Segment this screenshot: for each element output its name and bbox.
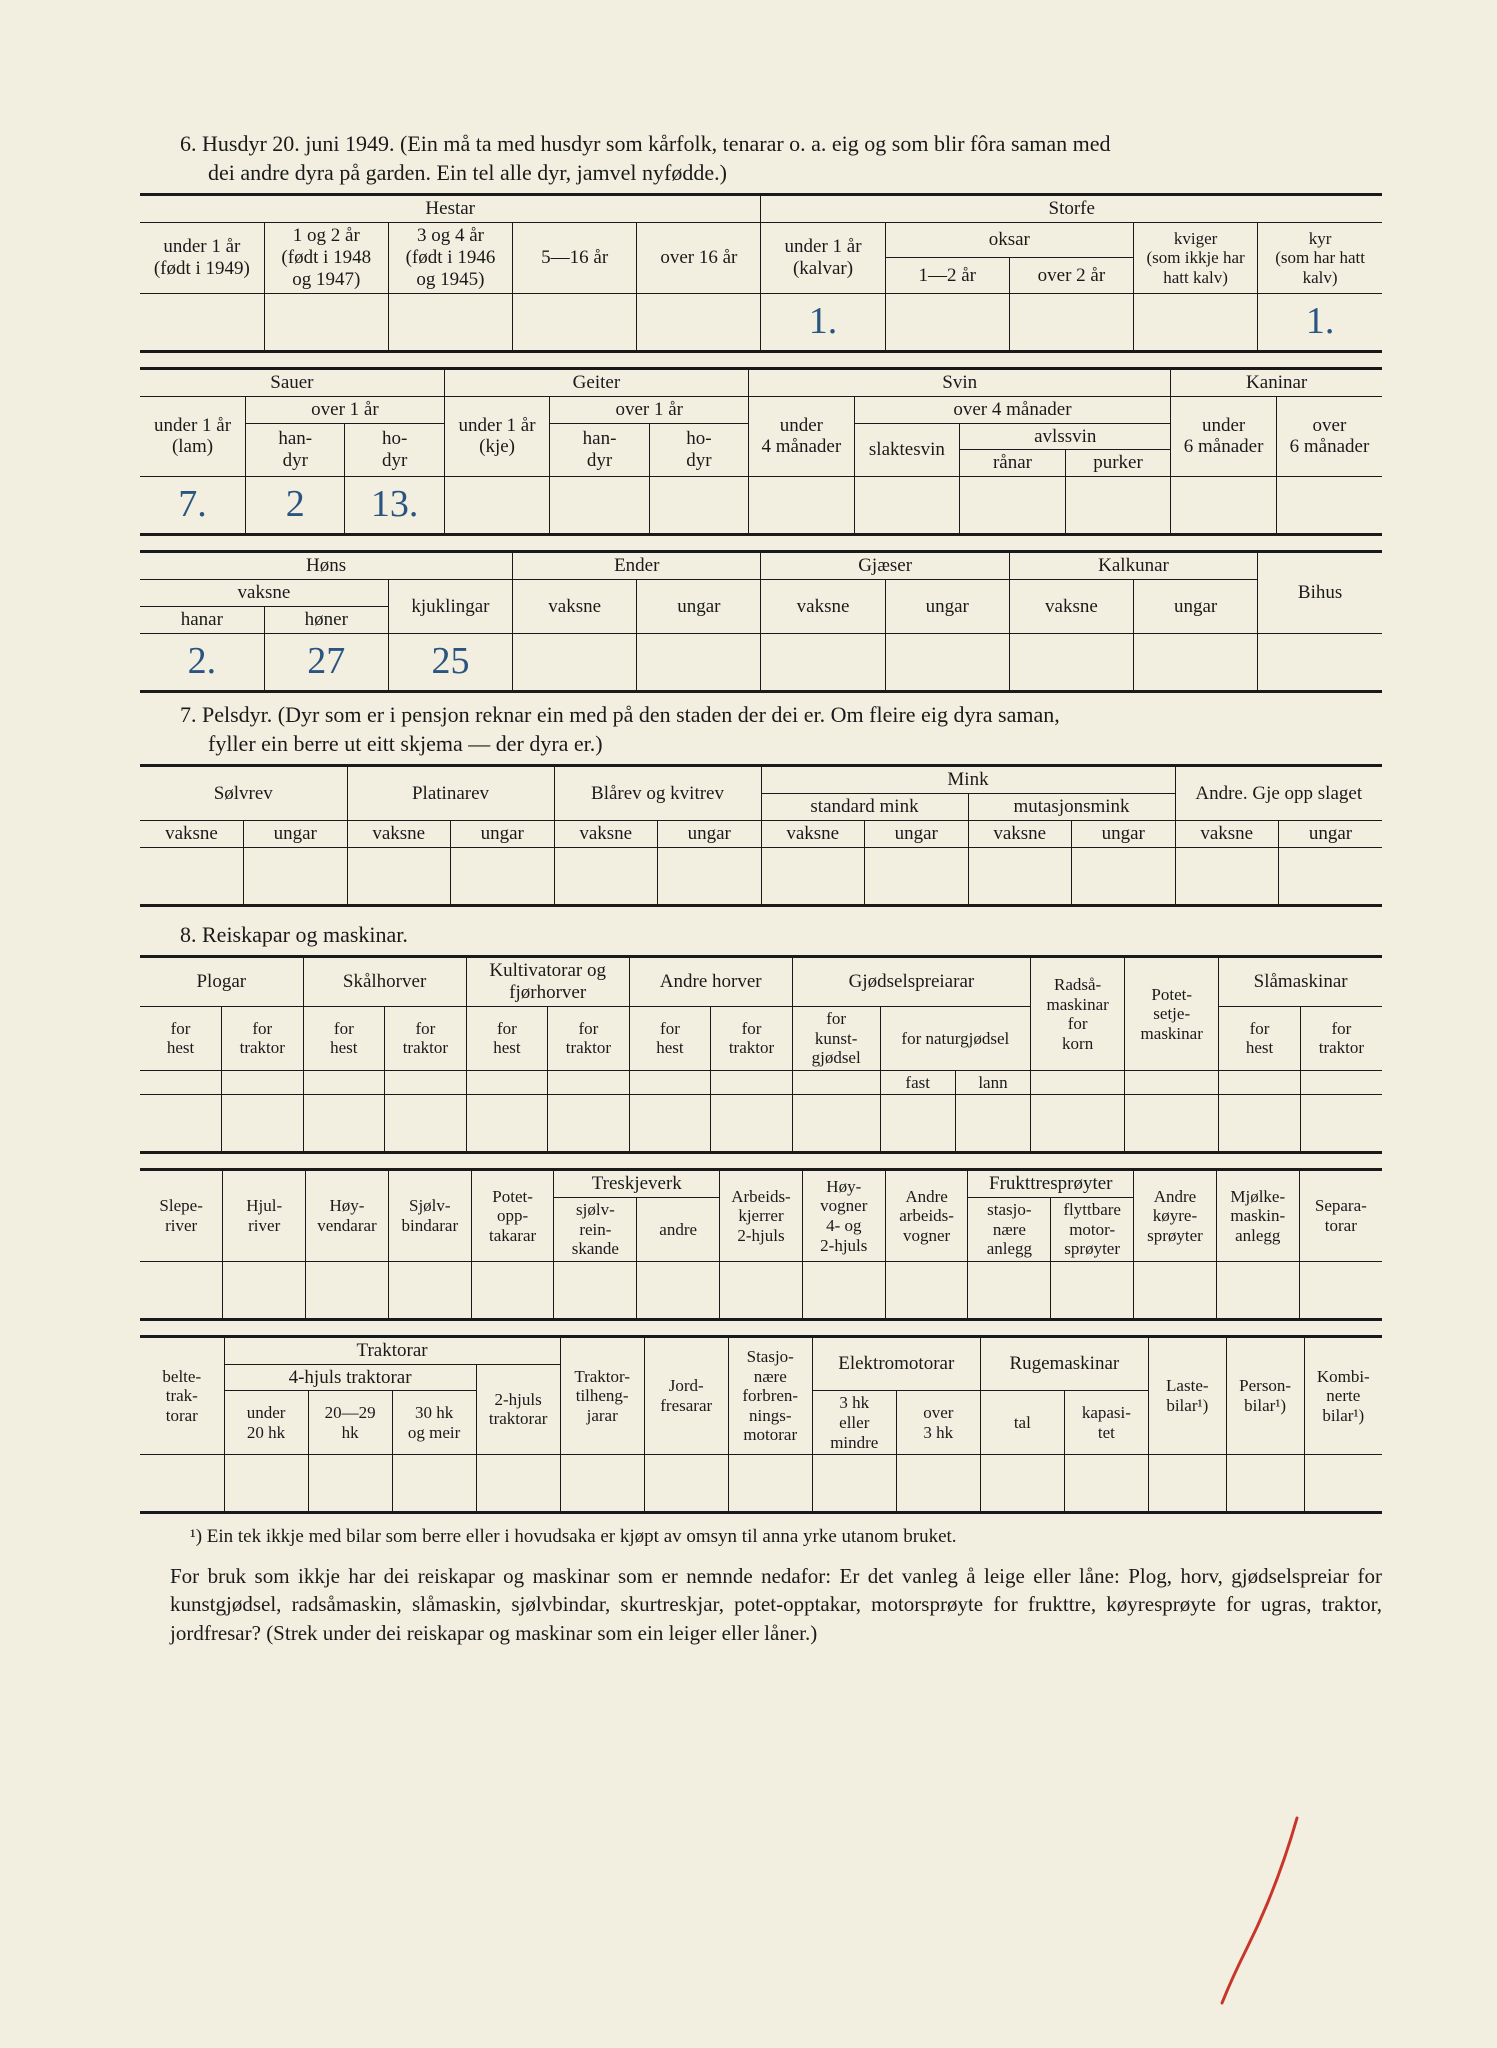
bottom-paragraph: For bruk som ikkje har dei reiskapar og … <box>170 1562 1382 1647</box>
section8-title: 8. Reiskapar og maskinar. <box>180 921 1382 950</box>
val-sau-han: 2 <box>246 477 345 535</box>
val-kyr: 1. <box>1258 293 1382 351</box>
table-sauer-geiter-svin-kaninar: Sauer Geiter Svin Kaninar under 1 år(lam… <box>140 367 1382 537</box>
val-kalvar: 1. <box>761 293 885 351</box>
table-hestar-storfe: Hestar Storfe under 1 år(født i 1949) 1 … <box>140 193 1382 353</box>
table-hons-ender: Høns Ender Gjæser Kalkunar Bihus vaksne … <box>140 550 1382 693</box>
section7-title: 7. Pelsdyr. (Dyr som er i pensjon reknar… <box>180 701 1382 758</box>
table-pelsdyr: Sølvrev Platinarev Blårev og kvitrev Min… <box>140 764 1382 907</box>
val-hanar: 2. <box>140 633 264 691</box>
footnote: ¹) Ein tek ikkje med bilar som berre ell… <box>190 1526 1382 1548</box>
hdr-hestar: Hestar <box>140 195 761 223</box>
table-reiskapar-2: Slepe-river Hjul-river Høy-vendarar Sjøl… <box>140 1168 1382 1320</box>
agricultural-census-form: 6. Husdyr 20. juni 1949. (Ein må ta med … <box>0 0 1497 2048</box>
val-kjuklingar: 25 <box>388 633 512 691</box>
section6-title: 6. Husdyr 20. juni 1949. (Ein må ta med … <box>180 130 1382 187</box>
hdr-storfe: Storfe <box>761 195 1382 223</box>
val-lam: 7. <box>140 477 246 535</box>
table-reiskapar-3: belte-trak-torar Traktorar Traktor-tilhe… <box>140 1335 1382 1514</box>
section6-title-line1: 6. Husdyr 20. juni 1949. (Ein må ta med … <box>180 131 1111 156</box>
section6-title-line2: dei andre dyra på garden. Ein tel alle d… <box>180 159 1382 188</box>
table-reiskapar-1: Plogar Skålhorver Kultivatorar og fjørho… <box>140 955 1382 1154</box>
red-pencil-mark-icon <box>1207 1808 1327 2008</box>
val-honer: 27 <box>264 633 388 691</box>
val-sau-ho: 13. <box>345 477 444 535</box>
